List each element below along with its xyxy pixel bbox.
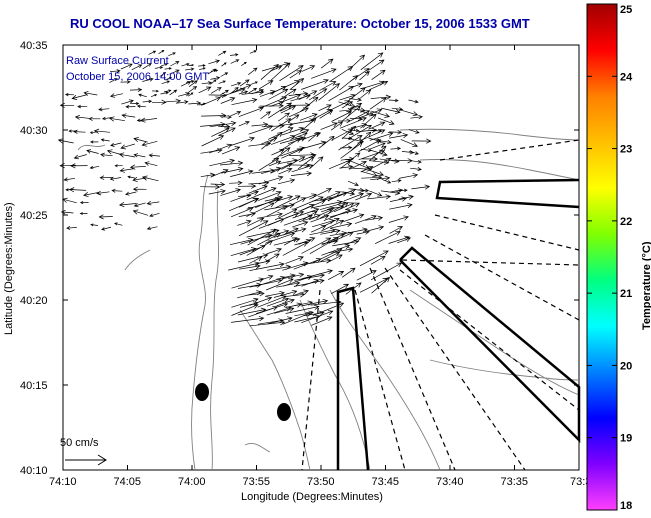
scale-label: 50 cm/s bbox=[60, 437, 99, 449]
radar-beam-lines bbox=[301, 139, 580, 471]
x-tick-label: 73:3 bbox=[570, 476, 591, 488]
x-tick-label: 73:55 bbox=[243, 476, 271, 488]
colorbar-tick-label: 24 bbox=[620, 71, 633, 83]
x-tick-label: 74:05 bbox=[114, 476, 142, 488]
x-tick-label: 73:35 bbox=[501, 476, 529, 488]
colorbar-tick-label: 19 bbox=[620, 433, 632, 445]
x-tick-label: 74:00 bbox=[178, 476, 206, 488]
y-tick-label: 40:20 bbox=[20, 295, 48, 307]
legend-line-1: Raw Surface Current bbox=[66, 55, 169, 67]
legend-line-2: October 15, 2006 14:00 GMT bbox=[66, 71, 209, 83]
x-tick-label: 73:40 bbox=[436, 476, 464, 488]
map-frame bbox=[62, 44, 580, 471]
y-tick-label: 40:10 bbox=[20, 465, 48, 477]
surface-current-vectors bbox=[57, 49, 432, 327]
y-tick-label: 40:35 bbox=[20, 40, 48, 52]
colorbar-tick-label: 22 bbox=[620, 216, 632, 228]
map-title: RU COOL NOAA–17 Sea Surface Temperature:… bbox=[70, 16, 530, 31]
colorbar-tick-label: 20 bbox=[620, 360, 632, 372]
temperature-colorbar bbox=[586, 3, 618, 511]
x-tick-label: 73:45 bbox=[372, 476, 400, 488]
station-marker-2 bbox=[277, 403, 291, 421]
colorbar-tick-label: 25 bbox=[620, 4, 632, 16]
y-axis-label: Latitude (Degrees:Minutes) bbox=[3, 202, 15, 335]
x-tick-label: 74:10 bbox=[49, 476, 77, 488]
colorbar-ticks: 25 24 23 22 21 20 19 18 bbox=[587, 3, 633, 512]
colorbar-tick-label: 21 bbox=[620, 288, 632, 300]
radar-beam-outlines bbox=[336, 178, 581, 471]
colorbar-label: Temperature (°C) bbox=[641, 241, 651, 330]
colorbar-tick-label: 23 bbox=[620, 144, 632, 156]
scale-arrow: 50 cm/s bbox=[60, 437, 107, 466]
x-axis-label: Longitude (Degrees:Minutes) bbox=[241, 491, 383, 503]
bathymetry-contours bbox=[77, 128, 580, 471]
y-tick-label: 40:30 bbox=[20, 125, 48, 137]
x-axis-ticks: 74:10 74:05 74:00 73:55 73:50 73:45 73:40 73:35… bbox=[49, 45, 591, 488]
y-tick-label: 40:15 bbox=[20, 380, 48, 392]
station-marker-1 bbox=[195, 383, 209, 401]
y-axis-ticks: 40:35 40:30 40:25 40:20 40:15 40:10 bbox=[20, 40, 579, 477]
x-tick-label: 73:50 bbox=[307, 476, 335, 488]
colorbar-tick-label: 18 bbox=[620, 500, 632, 512]
y-tick-label: 40:25 bbox=[20, 210, 48, 222]
